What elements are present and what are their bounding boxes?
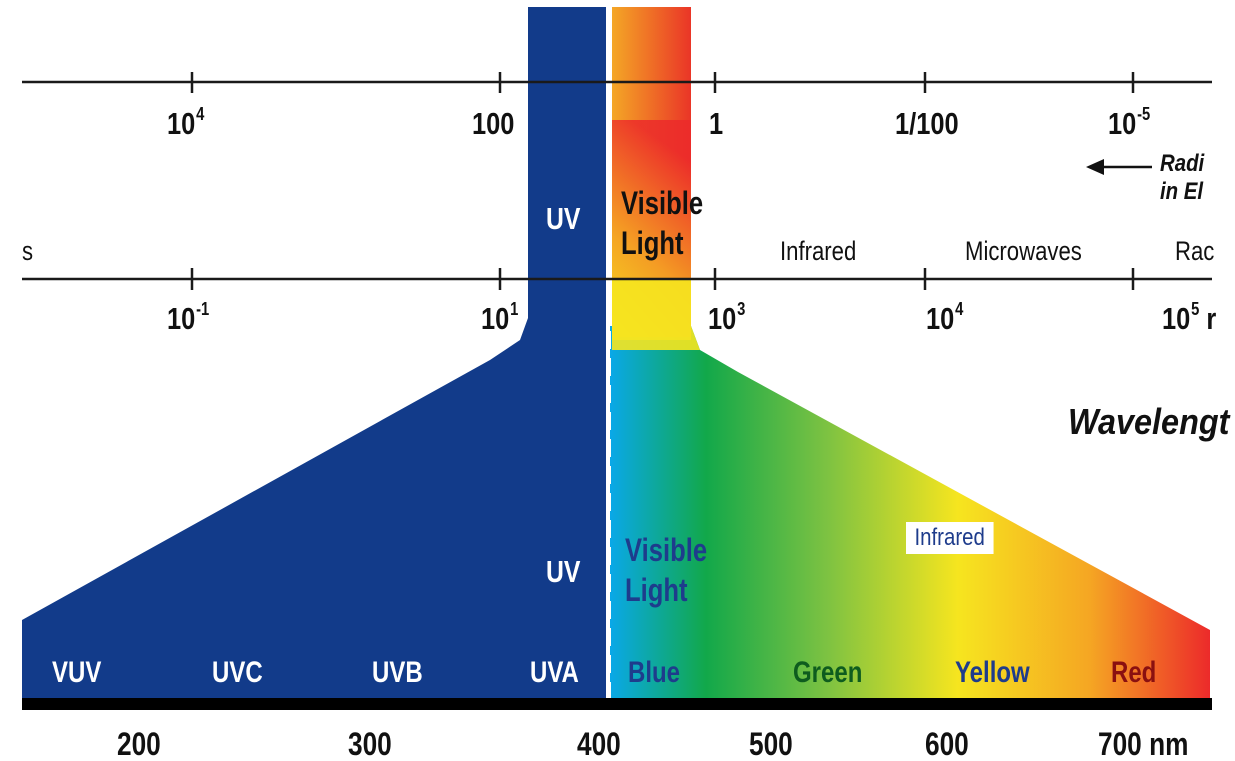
uv-subband-label: UVC [212, 656, 263, 689]
radiation-annotation: Radi in El [1160, 150, 1205, 205]
upper-visible-light-label: Visible Light [621, 185, 704, 261]
top-tick-label: 1 [709, 106, 724, 141]
visible-subband-yellow: Yellow [955, 656, 1030, 689]
band-label-radio: Rac [1175, 236, 1215, 266]
middle-tick-label: 10-1 [167, 299, 210, 336]
bottom-axis-label: 600 [925, 726, 969, 761]
middle-axis-ticks [190, 268, 1135, 290]
middle-tick-label: 101 [481, 299, 519, 336]
top-tick-label: 100 [472, 106, 515, 141]
infrared-label-box: Infrared [906, 522, 994, 554]
lower-uv-label: UV [546, 554, 581, 589]
visible-subband-red: Red [1111, 656, 1157, 689]
uv-subband-label: VUV [52, 656, 102, 689]
middle-tick-label: 104 [926, 299, 964, 336]
bottom-axis-label: 500 [749, 726, 793, 761]
lower-visible-light-label: Visible Light [625, 532, 708, 608]
band-label: s [22, 236, 34, 266]
middle-tick-label: 105 r [1162, 299, 1217, 336]
uv-region [22, 7, 606, 698]
band-label-infrared: Infrared [780, 236, 857, 266]
visible-spectrum-fan [610, 326, 1210, 698]
band-label-microwaves: Microwaves [965, 236, 1082, 266]
bottom-axis-label: 300 [348, 726, 392, 761]
bottom-axis-label: 200 [117, 726, 161, 761]
visible-subband-blue: Blue [628, 656, 681, 689]
top-tick-label: 1/100 [895, 106, 959, 141]
bottom-axis-label: 400 [577, 726, 621, 761]
baseline-bar [22, 698, 1212, 710]
bottom-axis-label: 700 nm [1098, 726, 1189, 761]
middle-tick-label: 103 [708, 299, 746, 336]
top-axis-ticks [190, 72, 1135, 93]
uv-subband-label: UVA [530, 656, 579, 689]
left-arrow-icon [1086, 159, 1152, 175]
upper-uv-label: UV [546, 201, 581, 236]
visible-subband-green: Green [793, 656, 863, 689]
top-tick-label: 10-5 [1108, 104, 1151, 141]
uv-subband-label: UVB [372, 656, 423, 689]
wavelength-label: Wavelengt [1068, 401, 1230, 442]
top-tick-label: 104 [167, 104, 205, 141]
